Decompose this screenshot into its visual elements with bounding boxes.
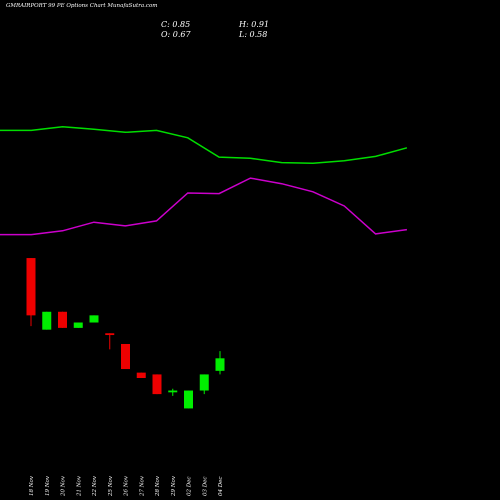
candles xyxy=(26,258,225,409)
candle-body xyxy=(152,374,162,395)
candle-0 xyxy=(26,258,36,327)
x-tick-label: 21 Nov xyxy=(76,475,82,497)
candle-11 xyxy=(199,374,209,395)
x-axis-labels: 18 Nov 19 Nov 20 Nov 21 Nov 22 Nov 25 Nov 26 N… xyxy=(29,475,224,497)
x-tick-label: 03 Dec xyxy=(202,477,208,497)
candle-4 xyxy=(89,315,99,323)
x-tick-label: 02 Dec xyxy=(187,477,193,497)
x-tick-label: 19 Nov xyxy=(45,475,51,496)
candle-body xyxy=(168,390,178,393)
candle-body xyxy=(105,333,115,336)
candle-body xyxy=(73,322,83,328)
candle-body xyxy=(58,311,67,328)
candle-body xyxy=(199,374,209,391)
x-tick-label: 22 Nov xyxy=(92,475,98,497)
indicator-lines xyxy=(0,125,408,236)
candle-10 xyxy=(184,390,193,409)
x-tick-label: 18 Nov xyxy=(29,475,35,496)
candle-body xyxy=(121,343,130,370)
candle-body xyxy=(184,390,193,409)
close-value: C: 0.85 xyxy=(161,20,191,29)
high-value: H: 0.91 xyxy=(239,20,270,29)
x-tick-label: 27 Nov xyxy=(139,475,145,497)
candle-8 xyxy=(152,374,162,395)
low-value: L: 0.58 xyxy=(239,30,268,39)
candle-body xyxy=(215,358,225,371)
candle-6 xyxy=(121,343,130,370)
x-tick-label: 25 Nov xyxy=(108,475,114,497)
indicator-line-green xyxy=(0,125,408,165)
candle-body xyxy=(42,311,52,330)
indicator-line-magenta xyxy=(0,177,408,236)
candle-1 xyxy=(42,311,52,330)
candle-body xyxy=(26,258,36,316)
candle-2 xyxy=(58,311,67,328)
x-tick-label: 20 Nov xyxy=(61,475,67,497)
x-tick-label: 28 Nov xyxy=(155,475,161,497)
open-value: O: 0.67 xyxy=(161,30,191,39)
candle-5 xyxy=(105,333,115,350)
candle-12 xyxy=(215,351,225,375)
x-tick-label: 26 Nov xyxy=(124,475,130,497)
candle-body xyxy=(136,372,146,378)
candle-3 xyxy=(73,322,83,328)
x-tick-label: 04 Dec xyxy=(218,477,224,497)
candle-body xyxy=(89,315,99,323)
candle-7 xyxy=(136,372,146,378)
candle-9 xyxy=(168,388,178,396)
chart-title: GMRAIRPORT 99 PE Options Chart MunafaSut… xyxy=(6,3,158,9)
x-tick-label: 29 Nov xyxy=(171,475,177,497)
